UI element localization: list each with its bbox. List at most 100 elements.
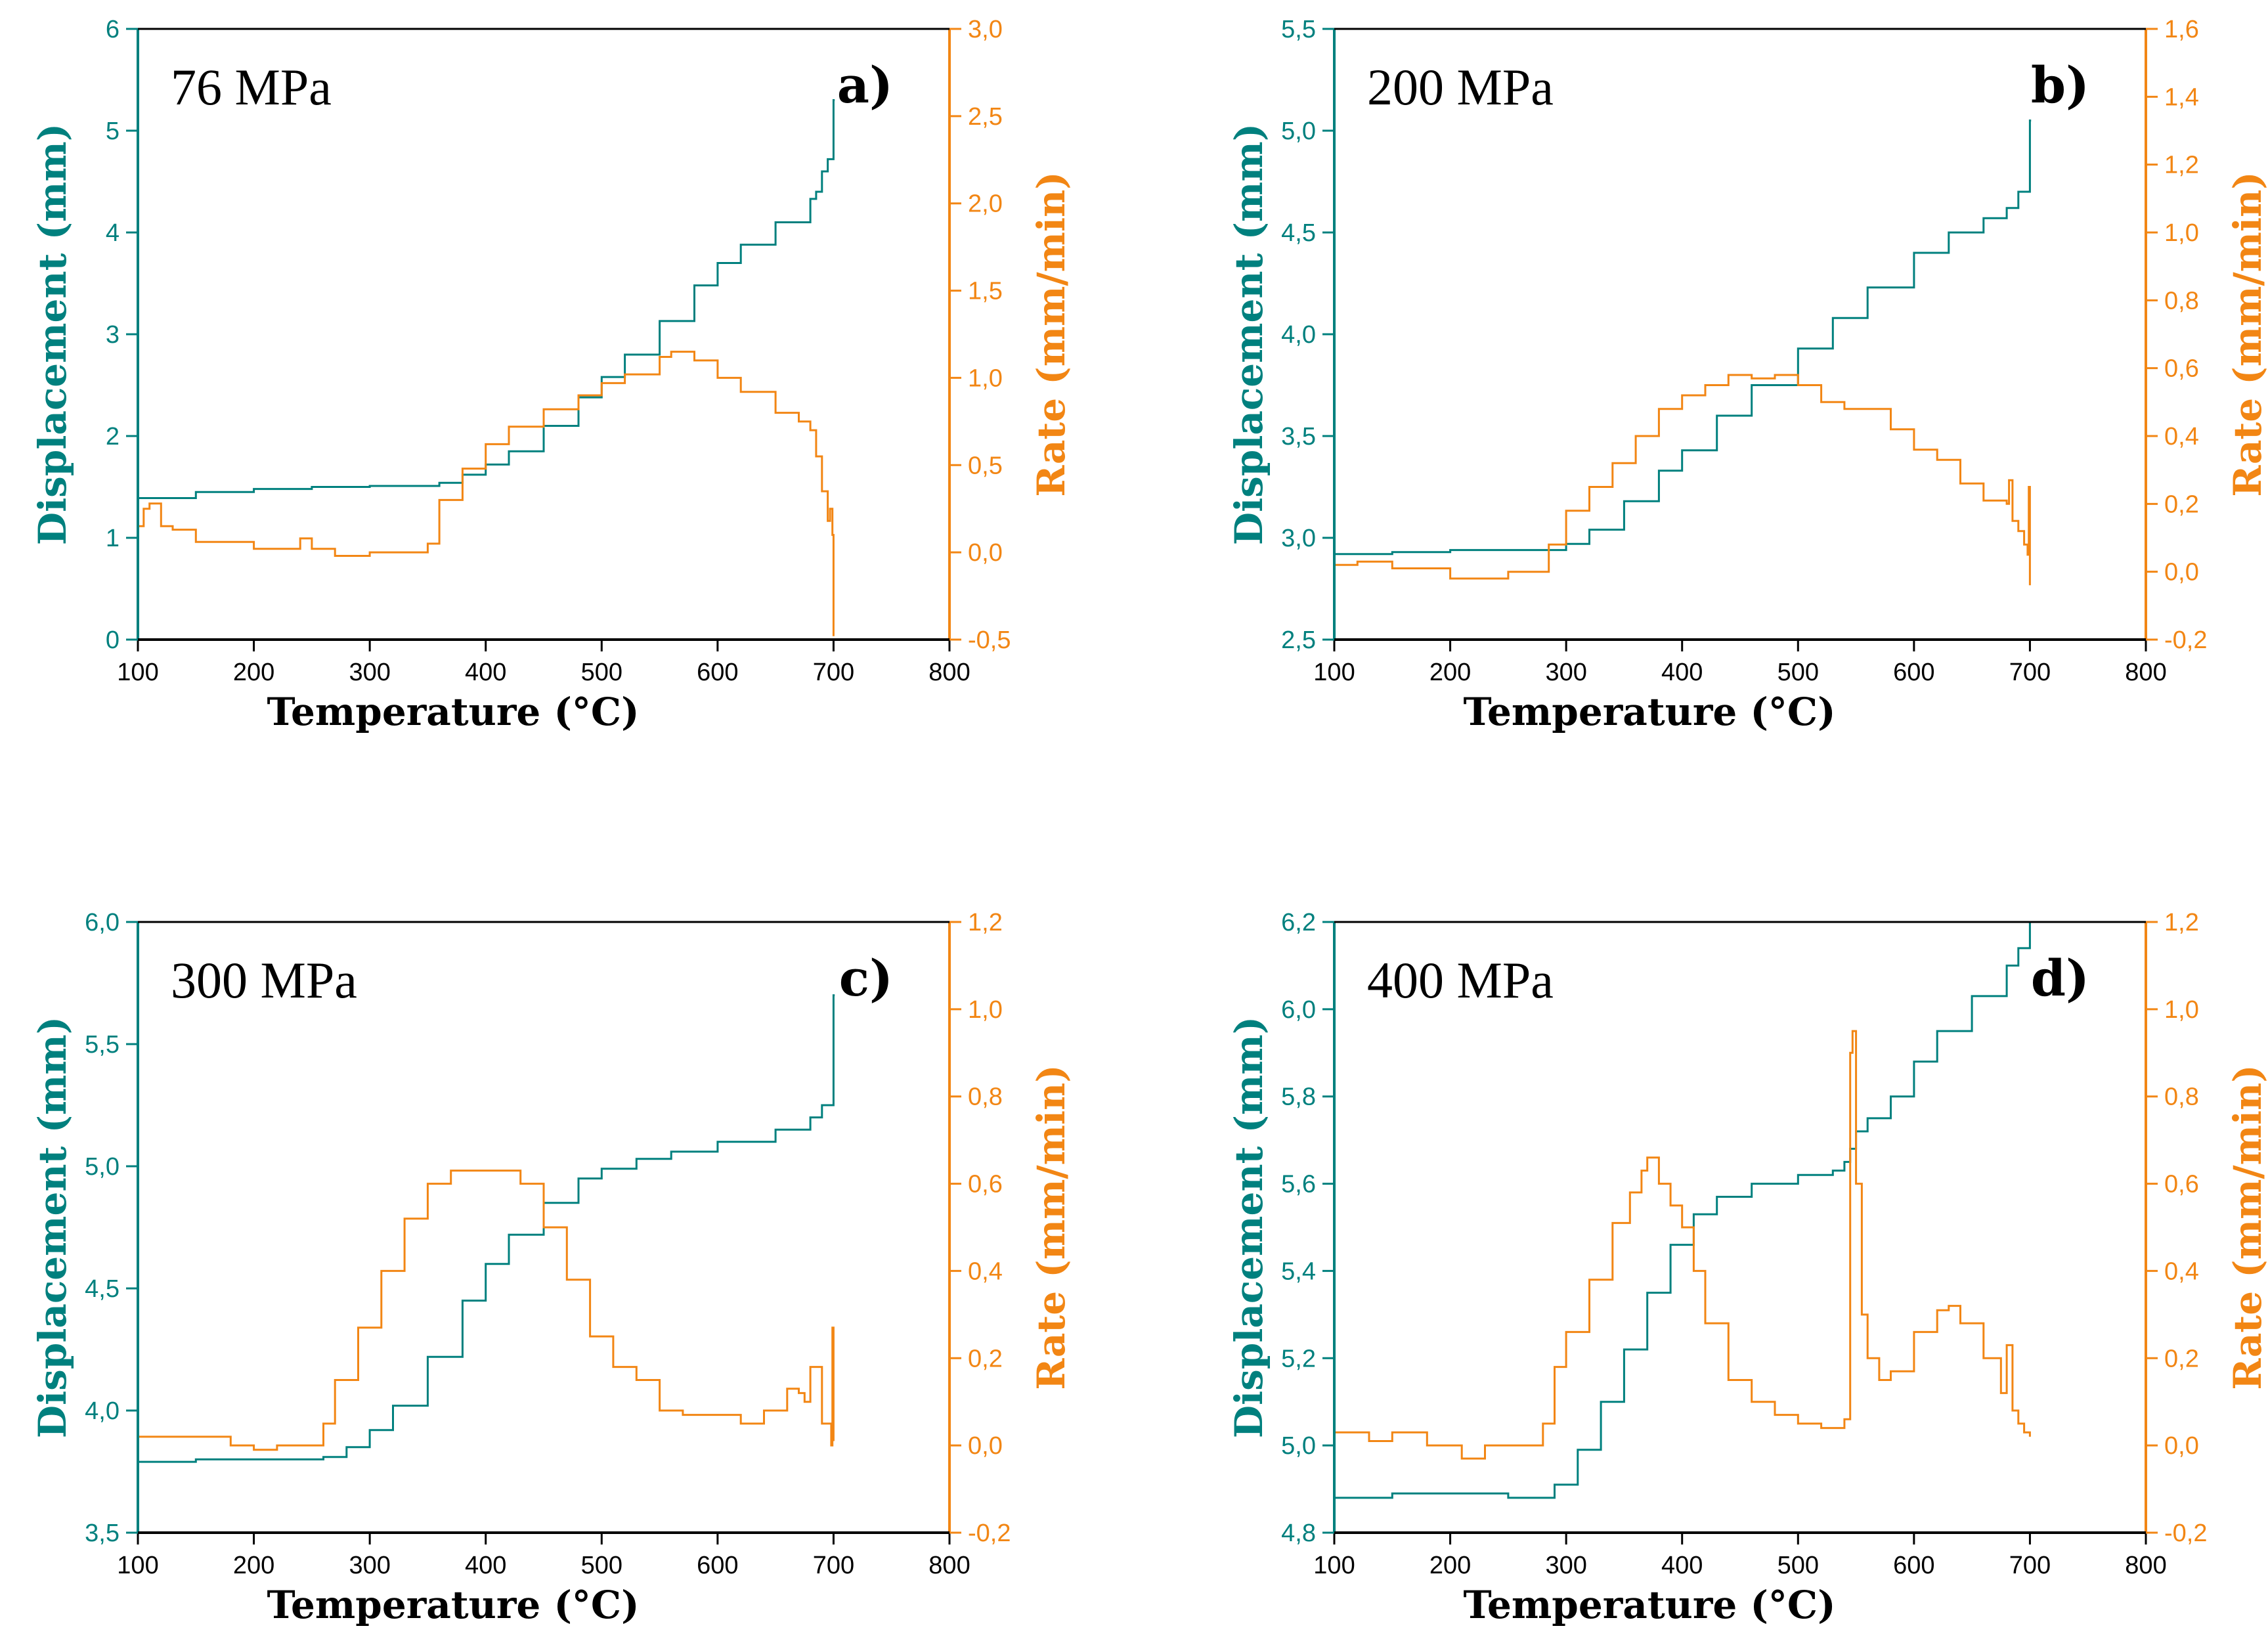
left-tick-label: 0: [106, 626, 120, 654]
x-tick-label: 400: [465, 1552, 506, 1579]
right-axis-title: Rate (mm/min): [2225, 171, 2268, 496]
left-tick-label: 2,5: [1281, 626, 1316, 654]
x-tick-label: 400: [465, 659, 506, 686]
left-tick-label: 4: [106, 219, 120, 247]
x-tick-label: 300: [349, 659, 390, 686]
left-tick-label: 5,6: [1281, 1171, 1316, 1198]
x-tick-label: 500: [581, 659, 622, 686]
right-tick-label: 0,2: [968, 1345, 1003, 1372]
right-tick-label: 0,4: [2164, 423, 2199, 450]
left-tick-label: 5,4: [1281, 1258, 1316, 1285]
displacement-series-line: [138, 994, 835, 1463]
x-axis-title: Temperature (°C): [1463, 690, 1835, 734]
right-tick-label: 3,0: [968, 16, 1003, 43]
x-tick-label: 700: [813, 659, 854, 686]
x-tick-label: 600: [1893, 1552, 1934, 1579]
panel-letter: a): [837, 56, 893, 114]
right-tick-label: -0,5: [968, 626, 1011, 654]
x-tick-label: 200: [233, 1552, 274, 1579]
x-tick-label: 200: [1429, 1552, 1471, 1579]
x-tick-label: 100: [117, 1552, 158, 1579]
x-tick-label: 300: [1545, 1552, 1586, 1579]
right-tick-label: 1,2: [2164, 909, 2199, 936]
right-axis-title: Rate (mm/min): [1029, 171, 1074, 496]
left-tick-label: 5,5: [1281, 16, 1316, 43]
left-tick-label: 6,0: [1281, 996, 1316, 1024]
left-tick-label: 5,0: [1281, 1432, 1316, 1460]
rate-series-line: [138, 351, 835, 636]
right-tick-label: -0,2: [2164, 1520, 2207, 1547]
right-tick-label: 1,5: [968, 278, 1003, 305]
left-axis-title: Displacement (mm): [30, 123, 75, 545]
left-tick-label: 2: [106, 423, 120, 450]
x-tick-label: 100: [117, 659, 158, 686]
pressure-label: 300 MPa: [171, 952, 357, 1009]
right-tick-label: 0,6: [2164, 1171, 2199, 1198]
right-tick-label: 0,5: [968, 452, 1003, 479]
pressure-label: 400 MPa: [1367, 952, 1554, 1009]
left-tick-label: 4,5: [85, 1275, 120, 1303]
left-tick-label: 5,2: [1281, 1345, 1316, 1372]
x-tick-label: 700: [813, 1552, 854, 1579]
left-tick-label: 3: [106, 321, 120, 349]
rate-series-line: [1334, 1030, 2031, 1460]
x-tick-label: 300: [349, 1552, 390, 1579]
x-tick-label: 200: [233, 659, 274, 686]
right-tick-label: 0,8: [2164, 1084, 2199, 1111]
left-tick-label: 5,0: [1281, 118, 1316, 145]
x-tick-label: 800: [928, 1552, 970, 1579]
x-tick-label: 500: [1777, 659, 1819, 686]
left-tick-label: 4,0: [1281, 321, 1316, 349]
left-axis-title: Displacement (mm): [30, 1017, 75, 1438]
left-tick-label: 5,0: [85, 1153, 120, 1181]
right-tick-label: 0,6: [2164, 355, 2199, 383]
right-tick-label: 1,2: [968, 909, 1003, 936]
right-axis-title: Rate (mm/min): [2225, 1064, 2268, 1390]
displacement-series-line: [138, 99, 835, 499]
left-tick-label: 3,0: [1281, 525, 1316, 552]
x-tick-label: 400: [1661, 1552, 1703, 1579]
x-axis-title: Temperature (°C): [267, 690, 639, 734]
right-tick-label: 0,0: [2164, 559, 2199, 586]
panel-letter: c): [839, 949, 893, 1007]
right-tick-label: 0,8: [2164, 287, 2199, 315]
rate-series-line: [138, 1170, 835, 1451]
left-tick-label: 5: [106, 118, 120, 145]
right-tick-label: 0,4: [2164, 1258, 2199, 1285]
x-tick-label: 200: [1429, 659, 1471, 686]
right-tick-label: 0,2: [2164, 491, 2199, 518]
left-tick-label: 5,8: [1281, 1084, 1316, 1111]
pressure-label: 76 MPa: [171, 58, 332, 116]
x-tick-label: 400: [1661, 659, 1703, 686]
x-tick-label: 300: [1545, 659, 1586, 686]
rate-series-line: [1334, 374, 2031, 586]
right-tick-label: 0,0: [2164, 1432, 2199, 1460]
right-tick-label: 0,0: [968, 539, 1003, 567]
left-tick-label: 6: [106, 16, 120, 43]
x-tick-label: 600: [697, 1552, 738, 1579]
left-tick-label: 5,5: [85, 1031, 120, 1059]
right-tick-label: 0,2: [2164, 1345, 2199, 1372]
right-tick-label: 0,0: [968, 1432, 1003, 1460]
left-axis-title: Displacement (mm): [1227, 123, 1271, 545]
pressure-label: 200 MPa: [1367, 58, 1554, 116]
x-tick-label: 500: [581, 1552, 622, 1579]
right-axis-title: Rate (mm/min): [1029, 1064, 1074, 1390]
right-tick-label: 1,0: [968, 996, 1003, 1024]
x-tick-label: 700: [2009, 1552, 2051, 1579]
displacement-series-line: [1334, 120, 2032, 556]
panel-letter: d): [2031, 949, 2089, 1007]
x-tick-label: 600: [697, 659, 738, 686]
left-tick-label: 4,0: [85, 1397, 120, 1425]
x-tick-label: 700: [2009, 659, 2051, 686]
x-axis-title: Temperature (°C): [1463, 1583, 1835, 1627]
left-tick-label: 6,2: [1281, 909, 1316, 936]
x-tick-label: 800: [2125, 659, 2166, 686]
left-tick-label: 6,0: [85, 909, 120, 936]
right-tick-label: 1,2: [2164, 152, 2199, 179]
left-tick-label: 4,5: [1281, 219, 1316, 247]
